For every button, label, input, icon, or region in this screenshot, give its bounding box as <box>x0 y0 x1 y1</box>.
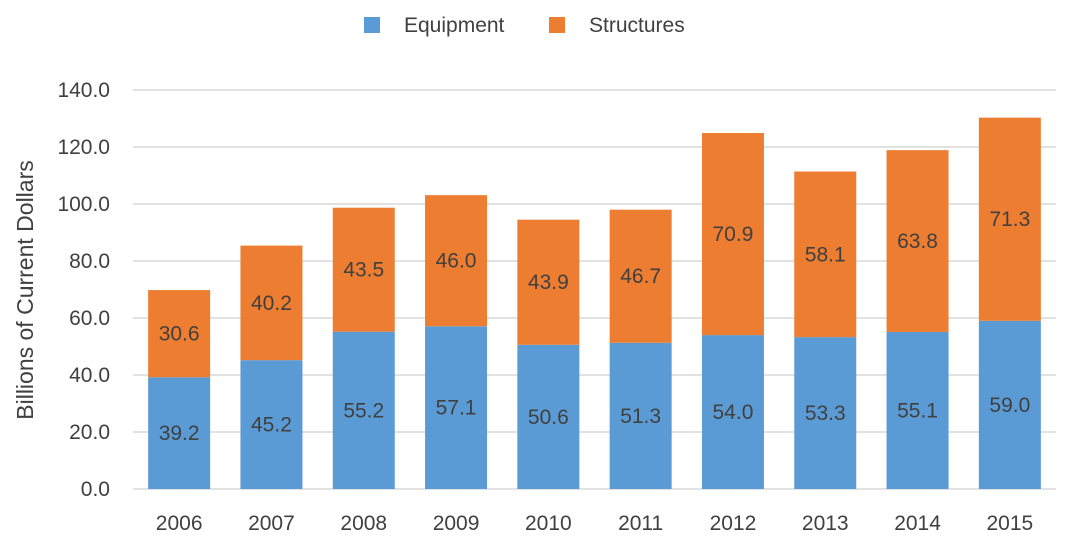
data-label-equipment: 50.6 <box>528 406 569 429</box>
data-label-structures: 46.0 <box>436 250 477 273</box>
bar-equipment-2008 <box>332 331 395 489</box>
bar-structures-2007 <box>240 245 303 361</box>
x-tick-label: 2013 <box>802 512 849 535</box>
bar-structures-2012 <box>701 133 764 336</box>
data-label-equipment: 55.1 <box>897 399 938 422</box>
bar-structures-2011 <box>609 209 672 343</box>
bar-equipment-2014 <box>886 331 949 489</box>
x-tick-label: 2010 <box>525 512 572 535</box>
x-tick-label: 2014 <box>894 512 941 535</box>
legend-label-structures: Structures <box>589 14 685 37</box>
bar-equipment-2012 <box>701 335 764 489</box>
legend: Equipment Structures <box>364 14 685 37</box>
data-label-equipment: 39.2 <box>159 422 200 445</box>
y-tick-label: 40.0 <box>69 364 110 387</box>
data-label-equipment: 45.2 <box>251 414 292 437</box>
bar-equipment-2013 <box>794 337 857 489</box>
x-tick-label: 2006 <box>156 512 203 535</box>
data-label-structures: 43.9 <box>528 271 569 294</box>
bar-structures-2010 <box>517 219 580 345</box>
y-tick-label: 80.0 <box>69 250 110 273</box>
x-tick-label: 2015 <box>986 512 1033 535</box>
legend-label-equipment: Equipment <box>404 14 505 37</box>
data-label-structures: 43.5 <box>343 259 384 282</box>
bars <box>148 117 1041 489</box>
data-label-structures: 70.9 <box>713 223 754 246</box>
data-label-structures: 30.6 <box>159 323 200 346</box>
data-label-equipment: 59.0 <box>989 394 1030 417</box>
bar-equipment-2011 <box>609 342 672 489</box>
x-tick-label: 2007 <box>248 512 295 535</box>
x-tick-label: 2012 <box>710 512 757 535</box>
data-label-equipment: 53.3 <box>805 402 846 425</box>
bar-equipment-2006 <box>148 377 211 489</box>
y-axis-ticks: 0.0 20.0 40.0 60.0 80.0 100.0 120.0 140.0 <box>57 79 110 501</box>
data-label-equipment: 55.2 <box>343 399 384 422</box>
legend-swatch-equipment <box>364 17 380 33</box>
y-axis-label: Billions of Current Dollars <box>12 160 38 419</box>
bar-structures-2015 <box>978 117 1041 321</box>
data-labels: 39.2 30.6 45.2 40.2 55.2 43.5 57.1 46.0 50.6 43.9… <box>159 208 1031 445</box>
x-axis-ticks: 2006 2007 2008 2009 2010 2011 2012 2013 2014 2015 <box>156 512 1033 535</box>
bar-structures-2013 <box>794 171 857 338</box>
data-label-equipment: 54.0 <box>713 401 754 424</box>
data-label-structures: 63.8 <box>897 230 938 253</box>
y-tick-label: 120.0 <box>57 136 110 159</box>
bar-structures-2008 <box>332 207 395 332</box>
y-tick-label: 0.0 <box>81 478 110 501</box>
x-tick-label: 2011 <box>618 512 663 535</box>
data-label-structures: 40.2 <box>251 292 292 315</box>
legend-swatch-structures <box>549 17 565 33</box>
y-tick-label: 60.0 <box>69 307 110 330</box>
data-label-structures: 58.1 <box>805 243 846 266</box>
bar-equipment-2010 <box>517 344 580 489</box>
y-tick-label: 140.0 <box>57 79 110 102</box>
data-label-structures: 71.3 <box>989 208 1030 231</box>
y-tick-label: 20.0 <box>69 421 110 444</box>
y-tick-label: 100.0 <box>57 193 110 216</box>
bar-structures-2006 <box>148 290 211 378</box>
bar-structures-2014 <box>886 150 949 332</box>
bar-equipment-2015 <box>978 320 1041 489</box>
data-label-equipment: 57.1 <box>436 397 477 420</box>
bar-equipment-2007 <box>240 360 303 489</box>
x-tick-label: 2008 <box>340 512 387 535</box>
data-label-equipment: 51.3 <box>620 405 661 428</box>
bar-structures-2009 <box>425 195 488 327</box>
data-label-structures: 46.7 <box>620 265 661 288</box>
x-tick-label: 2009 <box>433 512 480 535</box>
bar-equipment-2009 <box>425 326 488 489</box>
